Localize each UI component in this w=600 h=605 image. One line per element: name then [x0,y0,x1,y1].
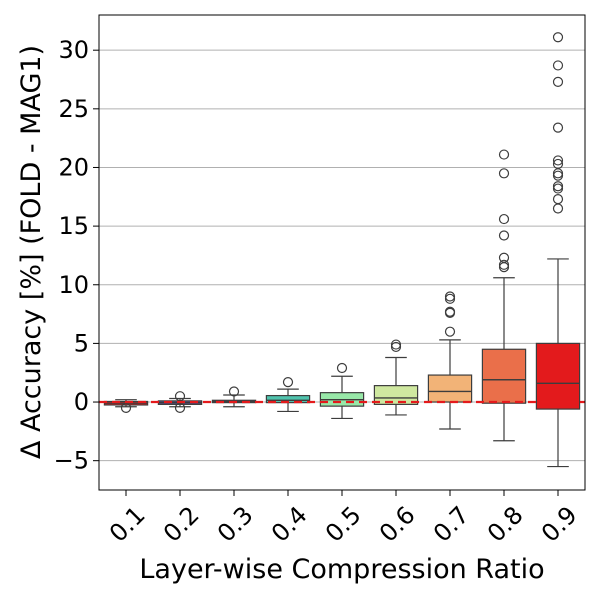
outlier-point [444,306,456,317]
y-tick-label: 15 [58,212,89,240]
outlier-point [336,362,348,374]
y-axis-label: Δ Accuracy [%] (FOLD - MAG1) [16,45,47,459]
outlier-point [498,252,510,263]
box-iqr [427,374,473,403]
outlier-point [498,259,510,270]
box-group-0-6 [373,339,419,416]
outlier-point [552,32,564,43]
box-group-0-3 [211,386,257,408]
y-tick-label: 0 [74,388,89,416]
y-tick-label: 5 [74,329,89,357]
outlier-point [552,203,564,214]
x-tick-label: 0.2 [158,501,205,548]
outlier-point [552,155,564,166]
box-group-0-7 [427,291,473,430]
outlier-point [390,339,402,350]
box-group-0-4 [265,376,311,413]
x-tick-label: 0.9 [536,501,583,548]
outlier-point [552,122,564,133]
y-tick-label: −5 [54,447,89,475]
x-tick-label: 0.6 [374,501,421,548]
outlier-point [174,402,186,414]
outlier-point [552,158,564,170]
box-group-0-5 [319,362,365,420]
x-tick-label: 0.8 [482,501,529,548]
y-tick-label: 20 [58,153,89,181]
y-tick-label: 25 [58,95,89,123]
axes: −5 0 5 10 15 20 25 30 0.1 0.2 0.3 0.4 0.5 0.6 0.7 0.8 0.… [54,36,583,547]
outlier-point [498,168,510,179]
outlier-point [498,149,510,160]
outlier-point [498,213,510,225]
outlier-point [444,326,456,337]
outlier-point [228,386,240,397]
outlier-point [282,376,294,388]
outlier-point [174,391,186,402]
box-group-0-8 [481,149,527,442]
box-group-0-9 [535,32,581,468]
outlier-point [498,230,510,241]
outlier-point [120,402,132,414]
x-axis-label: Layer-wise Compression Ratio [139,554,544,585]
box-iqr [481,348,527,404]
y-tick-label: 10 [58,271,89,299]
box-iqr [373,385,419,405]
y-tick-label: 30 [58,36,89,64]
outlier-point [552,181,564,192]
outlier-point [552,60,564,71]
x-tick-label: 0.3 [212,501,259,548]
outlier-point [552,76,564,87]
x-tick-label: 0.7 [428,501,475,548]
outlier-point [552,194,564,205]
outlier-point [444,291,456,302]
x-tick-label: 0.5 [320,501,367,548]
box-iqr [535,342,581,410]
x-tick-label: 0.1 [104,501,151,548]
x-tick-label: 0.4 [266,501,313,548]
